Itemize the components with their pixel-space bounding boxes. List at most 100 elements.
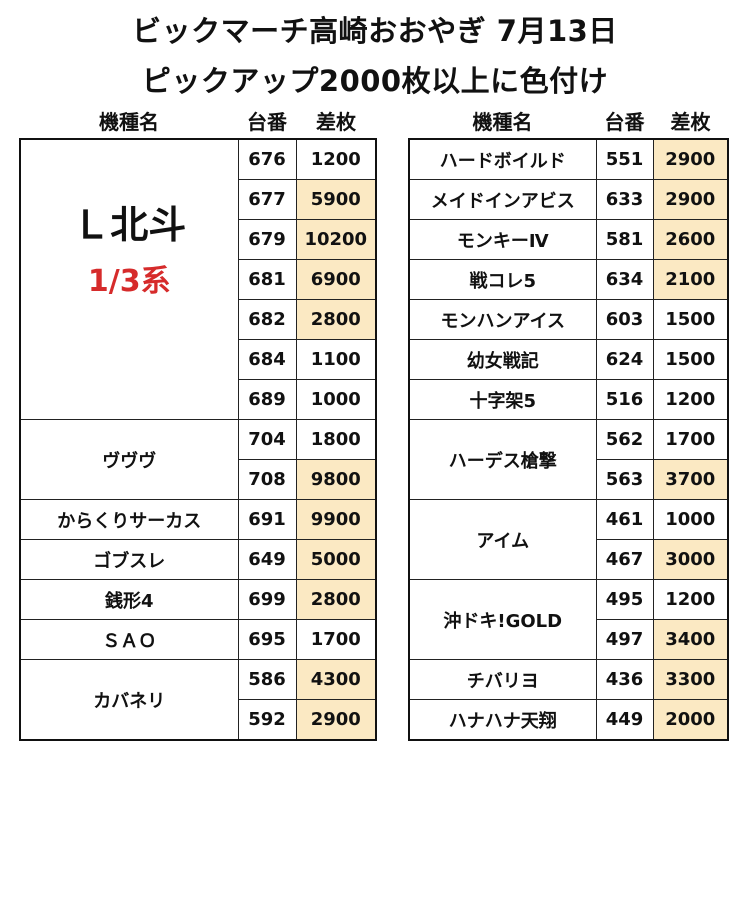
difference-cell: 1200 [652,379,729,420]
difference-cell: 3000 [652,539,729,580]
machine-number-cell: 699 [237,579,297,620]
table-row: ＳＡＯ 695 1700 [19,619,377,660]
table-row: モンハンアイス 603 1500 [408,299,729,340]
difference-cell: 5900 [295,179,377,220]
difference-cell: 1500 [652,339,729,380]
right-header-machine: 台番 [604,110,645,134]
difference-cell: 2800 [295,299,377,340]
table-row: 沖ドキ!GOLD 495 1200 [408,579,729,660]
difference-cell: 2100 [652,259,729,300]
machine-number-cell: 562 [595,419,654,460]
machine-number-cell: 603 [595,299,654,340]
difference-cell: 2600 [652,219,729,260]
featured-machine-name: Ｌ北斗 [72,202,187,247]
difference-cell: 1700 [652,419,729,460]
difference-cell: 3300 [652,659,729,700]
machine-number-cell: 461 [595,499,654,540]
table-row: Ｌ北斗 1/3系 676 1200 [19,138,377,420]
table-row: 銭形4 699 2800 [19,579,377,620]
table-row: ハーデス槍撃 562 1700 [408,419,729,500]
machine-number-cell: 684 [237,339,297,380]
left-header-diff: 差枚 [316,110,356,134]
table-row: 684 1100 [20,339,377,380]
difference-cell: 2000 [652,699,729,741]
table-row: 681 6900 [20,259,377,300]
machine-number-cell: 563 [595,459,654,500]
table-row: 682 2800 [20,299,377,340]
right-data-table: ハードボイルド 551 2900 メイドインアビス 633 2900 モンキーⅣ 581 260… [408,138,729,741]
machine-type-name-cell: ヴヴヴ [19,419,239,500]
machine-number-cell: 516 [595,379,654,420]
table-row: 幼女戦記 624 1500 [408,339,729,380]
featured-machine-note: 1/3系 [87,263,171,299]
machine-type-name-cell: モンハンアイス [408,299,597,340]
machine-number-cell: 497 [595,619,654,660]
page-subtitle: ピックアップ2000枚以上に色付け [141,64,609,98]
difference-cell: 5000 [295,539,377,580]
machine-type-name-cell: 銭形4 [19,579,239,620]
difference-cell: 2900 [652,138,729,180]
machine-type-name-cell: カバネリ [19,659,239,741]
machine-type-name-cell: ハナハナ天翔 [408,699,597,741]
difference-cell: 1100 [295,339,377,380]
difference-cell: 1500 [652,299,729,340]
machine-number-cell: 679 [237,219,297,260]
machine-number-cell: 649 [237,539,297,580]
machine-type-name-cell: モンキーⅣ [408,219,597,260]
difference-cell: 6900 [295,259,377,300]
machine-type-name-cell: ゴブスレ [19,539,239,580]
machine-number-cell: 676 [237,138,297,180]
table-row: からくりサーカス 691 9900 [19,499,377,540]
table-row: 563 3700 [409,459,729,500]
left-header-name: 機種名 [99,110,159,134]
table-row: ゴブスレ 649 5000 [19,539,377,580]
difference-cell: 4300 [295,659,377,700]
machine-number-cell: 708 [237,459,297,500]
difference-cell: 3400 [652,619,729,660]
difference-cell: 1000 [295,379,377,420]
difference-cell: 2800 [295,579,377,620]
table-row: 689 1000 [20,379,377,420]
difference-cell: 3700 [652,459,729,500]
machine-type-name-cell: 沖ドキ!GOLD [408,579,597,660]
table-row: チバリヨ 436 3300 [408,659,729,700]
table-row: ハードボイルド 551 2900 [408,138,729,180]
table-row: 497 3400 [409,619,729,660]
machine-number-cell: 467 [595,539,654,580]
machine-type-name-cell: メイドインアビス [408,179,597,220]
machine-number-cell: 495 [595,579,654,620]
machine-number-cell: 689 [237,379,297,420]
machine-type-name-cell: 戦コレ5 [408,259,597,300]
machine-number-cell: 586 [237,659,297,700]
machine-number-cell: 592 [237,699,297,741]
table-row: 十字架5 516 1200 [408,379,729,420]
machine-type-name-cell: Ｌ北斗 1/3系 [19,138,239,420]
page-title: ビックマーチ高崎おおやぎ 7月13日 [132,14,618,48]
machine-type-name-cell: からくりサーカス [19,499,239,540]
machine-type-name-cell: 幼女戦記 [408,339,597,380]
machine-number-cell: 436 [595,659,654,700]
table-row: 467 3000 [409,539,729,580]
machine-number-cell: 704 [237,419,297,460]
machine-type-name-cell: ＳＡＯ [19,619,239,660]
machine-number-cell: 449 [595,699,654,741]
right-header-diff: 差枚 [670,110,711,134]
machine-number-cell: 633 [595,179,654,220]
machine-number-cell: 682 [237,299,297,340]
machine-type-name-cell: 十字架5 [408,379,597,420]
machine-type-name-cell: ハードボイルド [408,138,597,180]
difference-cell: 1700 [295,619,377,660]
difference-cell: 9800 [295,459,377,500]
difference-cell: 2900 [652,179,729,220]
machine-number-cell: 681 [237,259,297,300]
machine-number-cell: 581 [595,219,654,260]
machine-number-cell: 695 [237,619,297,660]
machine-type-name-cell: ハーデス槍撃 [408,419,597,500]
machine-number-cell: 551 [595,138,654,180]
table-row: 592 2900 [20,699,377,741]
difference-cell: 1200 [295,138,377,180]
table-row: 679 10200 [20,219,377,260]
right-header-name: 機種名 [472,110,533,134]
left-data-table: Ｌ北斗 1/3系 676 1200 677 5900 679 10200 681 6900 682 2… [19,138,377,741]
table-row: 戦コレ5 634 2100 [408,259,729,300]
